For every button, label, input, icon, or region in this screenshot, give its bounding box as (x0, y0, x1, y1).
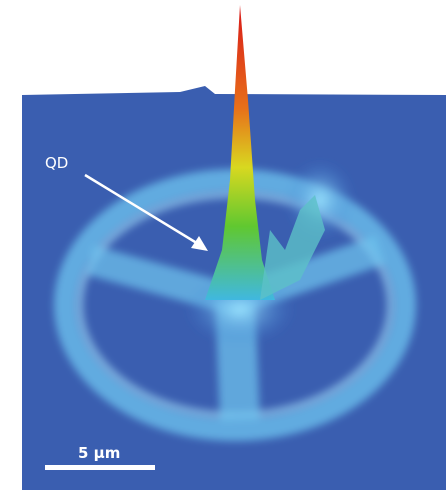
surface-plot-image: QD 5 μm (0, 0, 446, 490)
surface-edge (22, 86, 446, 100)
scale-bar-label: 5 μm (78, 444, 120, 462)
scale-bar (45, 465, 155, 470)
annotation-label: QD (45, 154, 68, 172)
